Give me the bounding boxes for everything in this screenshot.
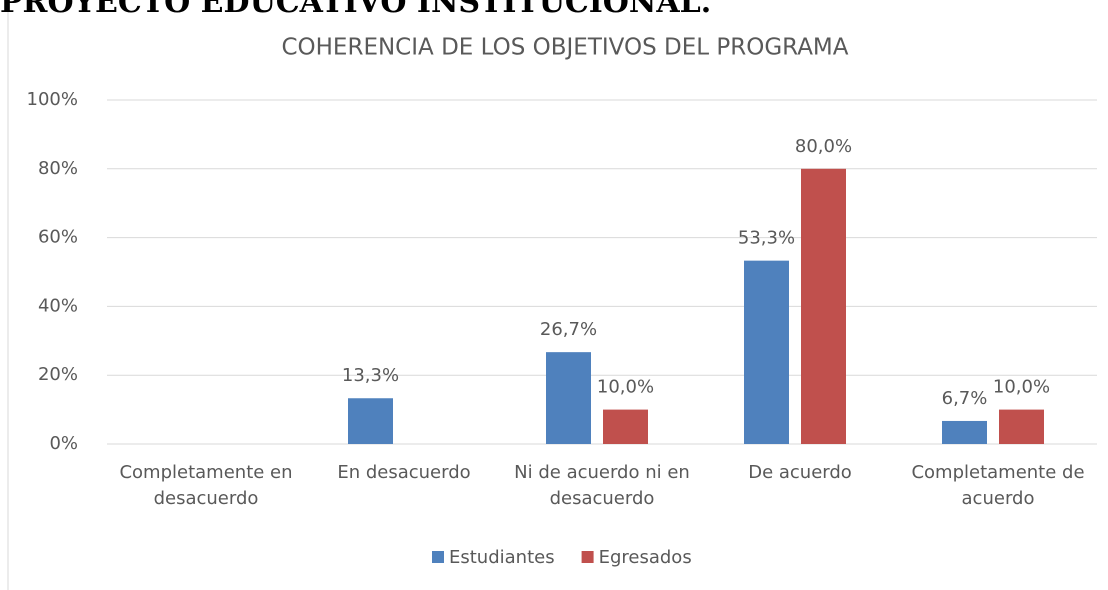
bar [603,409,648,444]
y-tick-label: 20% [38,364,78,385]
y-tick-label: 40% [38,295,78,316]
chart-frame [7,0,1108,590]
data-label: 26,7% [540,319,597,340]
bar [546,352,591,444]
y-tick-label: 80% [38,158,78,179]
data-label: 80,0% [795,136,852,157]
bar [348,398,393,444]
data-label: 6,7% [942,388,988,409]
data-label: 10,0% [597,377,654,398]
bar [999,409,1044,444]
data-label: 13,3% [342,365,399,386]
x-tick-label: Completamente de acuerdo [911,462,1085,509]
legend-swatch [581,551,594,563]
chart-title: COHERENCIA DE LOS OBJETIVOS DEL PROGRAMA [281,35,848,61]
x-tick-label: Completamente en desacuerdo [119,462,293,509]
x-tick-label: Ni de acuerdo ni en desacuerdo [514,462,690,509]
bar [801,168,846,445]
x-tick-label: De acuerdo [748,462,852,483]
bar [744,260,789,444]
y-tick-label: 0% [49,433,78,454]
legend-label: Estudiantes [449,547,555,568]
page-header: PROYECTO EDUCATIVO INSTITUCIONAL. [0,0,711,20]
y-tick-label: 100% [27,89,78,110]
x-tick-label: En desacuerdo [337,462,471,483]
data-label: 10,0% [993,377,1050,398]
y-tick-label: 60% [38,227,78,248]
data-label: 53,3% [738,228,795,249]
legend-swatch [432,551,444,563]
legend-label: Egresados [599,547,692,568]
bar [942,420,987,444]
